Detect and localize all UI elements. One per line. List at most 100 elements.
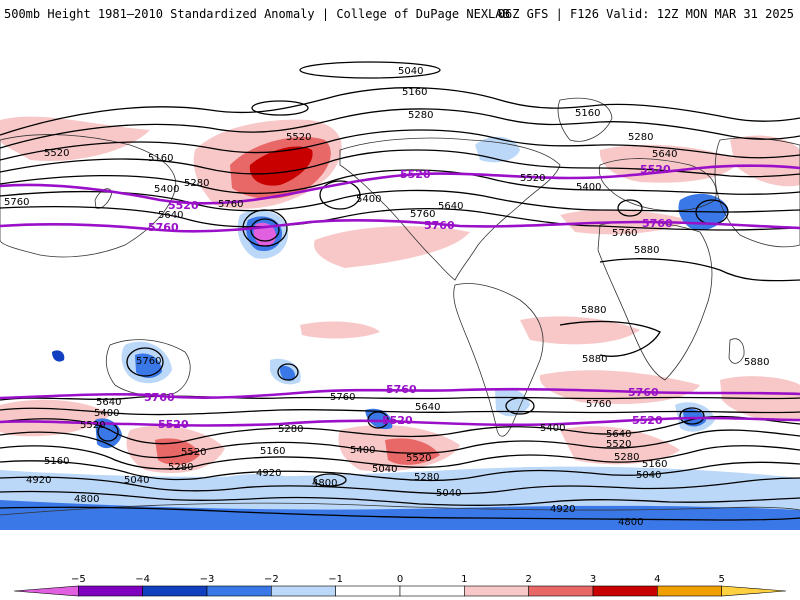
- contour-closed-low: [126, 347, 164, 377]
- contour-label: 5520: [181, 447, 206, 458]
- contour-line: [0, 87, 800, 136]
- purple-contour-label: 5520: [632, 414, 663, 427]
- contour-label: 5640: [96, 397, 121, 408]
- model-run-label: 06Z GFS | F126 Valid: 12Z MON MAR 31 202…: [497, 7, 794, 21]
- color-scale-segment: [206, 585, 272, 597]
- contour-line: [0, 460, 800, 482]
- anomaly-positive-area: [0, 116, 150, 161]
- contour-label: 5160: [148, 153, 173, 164]
- contour-label: 5160: [260, 446, 285, 457]
- anomaly-positive-area: [314, 226, 470, 268]
- contour-label: 5400: [576, 182, 601, 193]
- color-scale-segment: [142, 585, 208, 597]
- contour-label: 5760: [330, 392, 355, 403]
- contour-label: 5760: [410, 209, 435, 220]
- contour-label: 4800: [74, 494, 99, 505]
- color-scale-segment: [399, 585, 465, 597]
- purple-contour-label: 5520: [158, 418, 189, 431]
- contour-closed-low: [679, 407, 705, 425]
- contour-label: 5400: [154, 184, 179, 195]
- anomaly-positive-area: [385, 438, 440, 465]
- purple-contour-label: 5520: [400, 168, 431, 181]
- color-scale-segment: [657, 585, 722, 597]
- contour-label: 5040: [124, 475, 149, 486]
- greenland-outline: [557, 97, 613, 142]
- contour-label: 5760: [218, 199, 243, 210]
- contour-label: 5880: [582, 354, 607, 365]
- contour-label: 5040: [372, 464, 397, 475]
- color-scale-segment: [78, 585, 143, 597]
- contour-line: [0, 189, 800, 213]
- purple-5520-south: [0, 416, 800, 427]
- contour-closed-low: [313, 473, 347, 487]
- contour-label: 5760: [4, 197, 29, 208]
- contour-line: [0, 149, 800, 178]
- contour-closed-low: [250, 218, 280, 242]
- contour-label: 5040: [398, 66, 423, 77]
- contour-label-group: 5040 5160 5280 5160 5520 5280 5640 5520 …: [4, 66, 769, 528]
- anomaly-negative-area: [52, 350, 65, 362]
- purple-contour-label: 5760: [424, 219, 455, 232]
- color-scale-segment: [528, 585, 594, 597]
- contour-label: 5760: [612, 228, 637, 239]
- color-scale-tick-label: 0: [397, 574, 403, 585]
- purple-contour-label: 5520: [640, 163, 671, 176]
- contour-label: 4920: [26, 475, 51, 486]
- purple-contour-label: 5760: [642, 217, 673, 230]
- contour-5880-north: [599, 258, 800, 282]
- contour-label: 5400: [350, 445, 375, 456]
- highlight-contours: [0, 164, 800, 427]
- anomaly-negative-area: [495, 388, 530, 417]
- contour-closed-low: [505, 397, 535, 415]
- contour-label: 5880: [581, 305, 606, 316]
- title-bar: 500mb Height 1981–2010 Standardized Anom…: [0, 0, 800, 26]
- anomaly-positive-area: [300, 321, 380, 339]
- contour-line: [0, 129, 800, 161]
- color-scale-segment: [721, 585, 787, 597]
- contour-label: 4920: [550, 504, 575, 515]
- purple-5520-north: [0, 164, 800, 205]
- contour-line: [0, 205, 800, 231]
- contour-label: 5640: [438, 201, 463, 212]
- color-scale-tick-label: −1: [328, 574, 343, 585]
- contour-line: [0, 429, 800, 459]
- contour-label: 5160: [642, 459, 667, 470]
- color-scale-segment: [271, 585, 336, 597]
- purple-5760-south: [0, 387, 800, 400]
- color-scale-tick-label: −3: [200, 574, 215, 585]
- color-scale-tick-label: −5: [71, 574, 86, 585]
- africa-outline: [597, 221, 713, 381]
- contour-line: [0, 445, 800, 470]
- contour-label: 5400: [540, 423, 565, 434]
- contour-label: 5520: [286, 132, 311, 143]
- contour-closed-low: [617, 199, 643, 217]
- anomaly-negative-area: [279, 365, 296, 381]
- anomaly-negative-area: [135, 353, 162, 378]
- contour-label: 4800: [312, 478, 337, 489]
- contour-5040-ring: [299, 61, 441, 79]
- contour-5880-south: [559, 320, 661, 357]
- contour-label: 5280: [628, 132, 653, 143]
- contour-label: 5280: [168, 462, 193, 473]
- anomaly-positive-area: [520, 316, 640, 345]
- purple-contour-label: 5520: [168, 199, 199, 212]
- anomaly-positive-area: [730, 135, 800, 187]
- contour-label: 5520: [406, 453, 431, 464]
- anomaly-negative-area: [0, 500, 800, 530]
- contour-label: 5880: [634, 245, 659, 256]
- contour-label: 5640: [652, 149, 677, 160]
- color-scale-segment: [592, 585, 658, 597]
- color-scale-segments: [13, 585, 787, 597]
- anomaly-positive-area: [155, 438, 200, 465]
- chart-title: 500mb Height 1981–2010 Standardized Anom…: [4, 7, 510, 21]
- anomaly-positive-area: [560, 426, 680, 465]
- contour-line: [0, 407, 800, 416]
- contour-label: 5880: [744, 357, 769, 368]
- purple-label-group: 5520 5520 5520 5760 5760 5760 5760 5760 …: [144, 163, 673, 431]
- purple-5760-north: [0, 219, 800, 233]
- anomaly-map: 5040 5160 5280 5160 5520 5280 5640 5520 …: [0, 30, 800, 560]
- contour-label: 4800: [618, 517, 643, 528]
- contour-label: 5520: [44, 148, 69, 159]
- color-scale-tick-label: −4: [135, 574, 150, 585]
- contour-label: 5160: [44, 456, 69, 467]
